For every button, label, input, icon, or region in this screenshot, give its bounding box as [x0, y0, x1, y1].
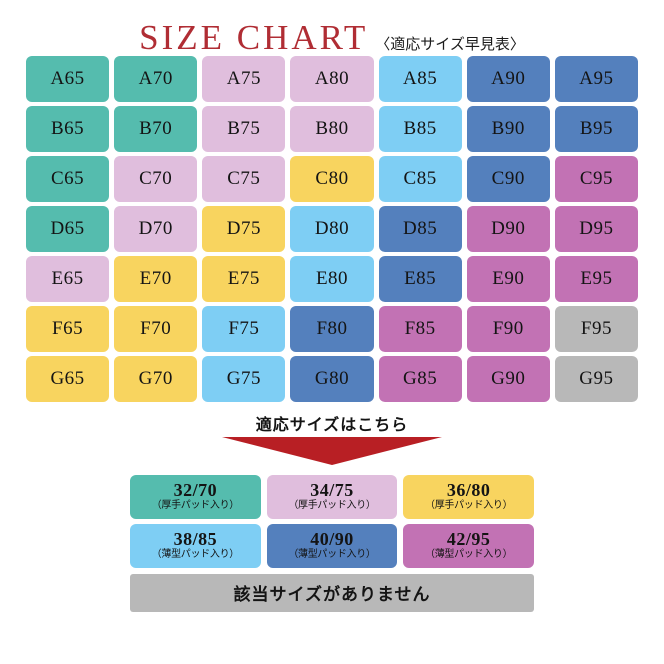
size-cell-c70[interactable]: C70 [114, 156, 198, 202]
size-cell-b65[interactable]: B65 [26, 106, 110, 152]
size-cell-a95[interactable]: A95 [554, 56, 638, 102]
page-header: SIZE CHART 〈適応サイズ早見表〉 [0, 0, 664, 55]
legend-pad-note: （厚手パッド入り） [288, 500, 376, 512]
legend-pad-note: （厚手パッド入り） [425, 500, 513, 512]
arrow-label: 適応サイズはこちら [255, 415, 409, 434]
size-cell-f75[interactable]: F75 [202, 306, 286, 352]
size-cell-d95[interactable]: D95 [554, 206, 638, 252]
size-cell-c85[interactable]: C85 [378, 156, 462, 202]
page-subtitle: 〈適応サイズ早見表〉 [375, 35, 525, 53]
size-cell-g95[interactable]: G95 [554, 356, 638, 402]
size-cell-d80[interactable]: D80 [290, 206, 374, 252]
legend-pad-note: （薄型パッド入り） [288, 549, 376, 561]
size-cell-e70[interactable]: E70 [114, 256, 198, 302]
size-cell-d85[interactable]: D85 [378, 206, 462, 252]
size-cell-b70[interactable]: B70 [114, 106, 198, 152]
size-cell-f95[interactable]: F95 [554, 306, 638, 352]
size-cell-a75[interactable]: A75 [202, 56, 286, 102]
size-cell-c65[interactable]: C65 [26, 156, 110, 202]
size-cell-g65[interactable]: G65 [26, 356, 110, 402]
size-cell-b90[interactable]: B90 [466, 106, 550, 152]
legend-item-40-90[interactable]: 40/90 （薄型パッド入り） [266, 523, 398, 568]
size-cell-e90[interactable]: E90 [466, 256, 550, 302]
size-cell-c80[interactable]: C80 [290, 156, 374, 202]
size-cell-c75[interactable]: C75 [202, 156, 286, 202]
size-cell-g90[interactable]: G90 [466, 356, 550, 402]
size-cell-b85[interactable]: B85 [378, 106, 462, 152]
size-cell-f80[interactable]: F80 [290, 306, 374, 352]
size-cell-b75[interactable]: B75 [202, 106, 286, 152]
size-cell-e95[interactable]: E95 [554, 256, 638, 302]
legend-item-36-80[interactable]: 36/80 （厚手パッド入り） [403, 474, 534, 519]
size-cell-g70[interactable]: G70 [114, 356, 198, 402]
size-cell-b95[interactable]: B95 [554, 106, 638, 152]
size-cell-d90[interactable]: D90 [466, 206, 550, 252]
legend-pad-note: （薄型パッド入り） [425, 549, 513, 561]
size-cell-f70[interactable]: F70 [114, 306, 198, 352]
legend-grid: 32/70 （厚手パッド入り） 34/75 （厚手パッド入り） 36/80 （厚手パッド入… [130, 474, 534, 568]
size-cell-c95[interactable]: C95 [554, 156, 638, 202]
size-cell-e75[interactable]: E75 [202, 256, 286, 302]
legend-pad-note: （厚手パッド入り） [151, 500, 240, 512]
size-cell-a85[interactable]: A85 [378, 56, 462, 102]
size-cell-g75[interactable]: G75 [202, 356, 286, 402]
legend-item-32-70[interactable]: 32/70 （厚手パッド入り） [130, 474, 261, 519]
size-cell-g80[interactable]: G80 [290, 356, 374, 402]
legend-size-label: 40/90 [310, 529, 354, 550]
legend-item-34-75[interactable]: 34/75 （厚手パッド入り） [266, 474, 398, 519]
size-cell-a70[interactable]: A70 [114, 56, 198, 102]
legend-size-label: 34/75 [310, 480, 354, 501]
size-cell-f65[interactable]: F65 [26, 306, 110, 352]
size-cell-d70[interactable]: D70 [114, 206, 198, 252]
legend-size-label: 42/95 [446, 529, 491, 550]
down-arrow-icon [222, 436, 442, 465]
size-cell-e85[interactable]: E85 [378, 256, 462, 302]
arrow-section: 適応サイズはこちら [0, 416, 664, 465]
legend-pad-note: （薄型パッド入り） [151, 549, 240, 561]
size-cell-a80[interactable]: A80 [290, 56, 374, 102]
no-matching-size-label: 該当サイズがありません [233, 585, 431, 606]
size-cell-e65[interactable]: E65 [26, 256, 110, 302]
size-grid: A65 A70 A75 A80 A85 A90 A95 B65 B70 B75 B80 B85 B90 B… [26, 56, 638, 402]
no-matching-size-bar: 該当サイズがありません [130, 573, 534, 612]
size-cell-c90[interactable]: C90 [466, 156, 550, 202]
legend-item-38-85[interactable]: 38/85 （薄型パッド入り） [130, 523, 261, 568]
size-cell-d75[interactable]: D75 [202, 206, 286, 252]
legend-size-label: 38/85 [173, 529, 218, 550]
size-cell-f85[interactable]: F85 [378, 306, 462, 352]
legend-size-label: 32/70 [173, 480, 218, 501]
page-title: SIZE CHART [139, 18, 369, 57]
size-cell-a65[interactable]: A65 [26, 56, 110, 102]
legend-size-label: 36/80 [446, 480, 491, 501]
size-cell-a90[interactable]: A90 [466, 56, 550, 102]
size-cell-b80[interactable]: B80 [290, 106, 374, 152]
size-cell-d65[interactable]: D65 [26, 206, 110, 252]
size-cell-f90[interactable]: F90 [466, 306, 550, 352]
size-cell-g85[interactable]: G85 [378, 356, 462, 402]
legend-item-42-95[interactable]: 42/95 （薄型パッド入り） [403, 523, 534, 568]
size-cell-e80[interactable]: E80 [290, 256, 374, 302]
